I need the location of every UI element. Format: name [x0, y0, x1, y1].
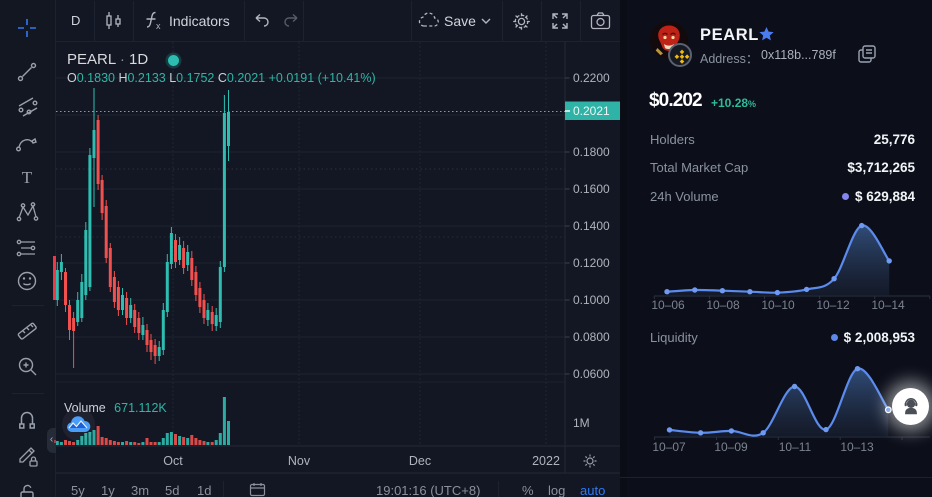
svg-text:1M: 1M [573, 416, 590, 430]
svg-text:10–07: 10–07 [652, 440, 686, 454]
svg-text:Dec: Dec [409, 454, 431, 468]
svg-text:10–11: 10–11 [779, 440, 812, 454]
svg-text:x: x [156, 21, 161, 31]
svg-text:10–13: 10–13 [840, 440, 874, 454]
svg-text:0.2200: 0.2200 [573, 71, 610, 85]
svg-text:10–08: 10–08 [706, 298, 740, 312]
svg-text:Nov: Nov [288, 454, 311, 468]
svg-text:10–09: 10–09 [714, 440, 748, 454]
svg-text:Oct: Oct [163, 454, 183, 468]
svg-text:0.0800: 0.0800 [573, 330, 610, 344]
svg-text:10–14: 10–14 [871, 298, 905, 312]
svg-text:10–06: 10–06 [651, 298, 685, 312]
svg-text:T: T [22, 168, 33, 187]
svg-text:0.0600: 0.0600 [573, 367, 610, 381]
svg-text:0.1800: 0.1800 [573, 145, 610, 159]
svg-text:0.1000: 0.1000 [573, 293, 610, 307]
svg-text:0.1200: 0.1200 [573, 256, 610, 270]
svg-text:2022: 2022 [532, 454, 560, 468]
svg-text:0.1400: 0.1400 [573, 219, 610, 233]
svg-text:0.2021: 0.2021 [573, 104, 610, 118]
svg-text:0.1600: 0.1600 [573, 182, 610, 196]
svg-text:10–10: 10–10 [761, 298, 795, 312]
svg-text:10–12: 10–12 [816, 298, 850, 312]
